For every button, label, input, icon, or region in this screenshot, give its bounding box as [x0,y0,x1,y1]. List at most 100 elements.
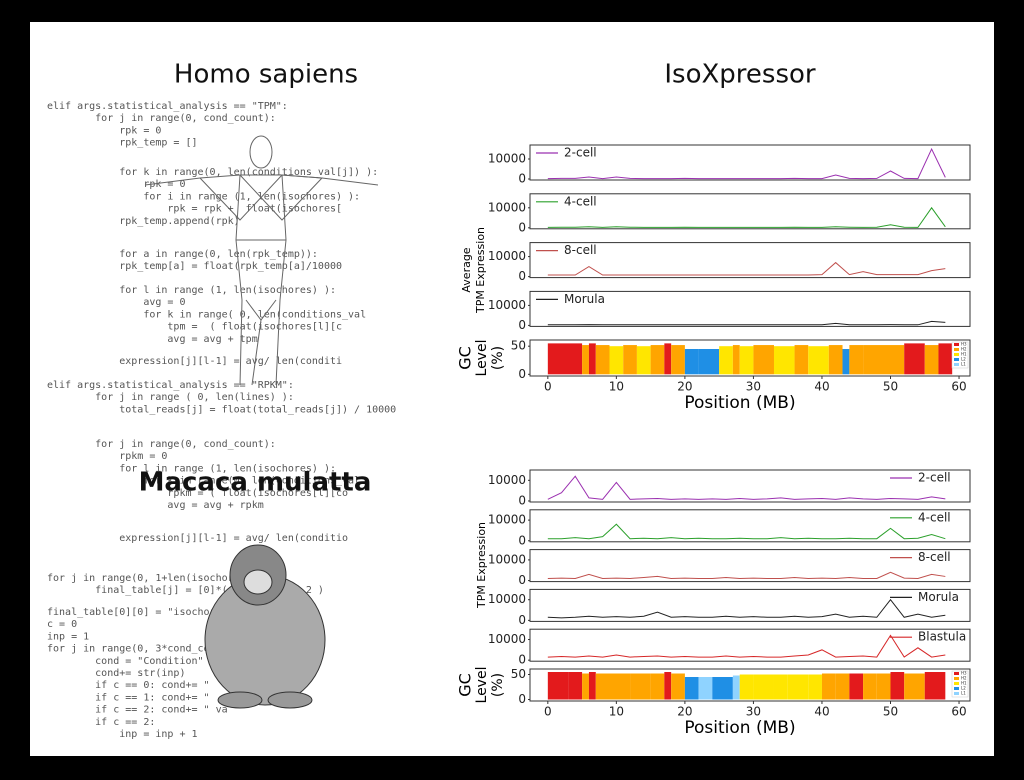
gc-bar [753,674,774,700]
legend-label: H3 [961,342,967,347]
code-line: avg = avg + rpkm [47,500,264,511]
y-tick-label: 0 [518,573,526,587]
code-line: total_reads[j] = float(total_reads[j]) /… [47,404,396,415]
gc-bar [547,672,569,700]
code-line: for j in range(0, cond_count): [47,113,276,124]
gc-bar [808,674,822,700]
gc-bar [719,346,733,375]
gc-bar [938,343,953,375]
gc-bar [650,673,665,700]
code-line: cond+= str(inp) [47,668,185,679]
y-axis-label: Level [474,340,490,377]
title-macaque: Macaca mulatta [139,468,372,498]
code-line: rpk = 0 [47,125,161,136]
code-line: rpkm = ( float(isochores[l][co [47,488,348,499]
code-line: if c == 0: cond+= " [47,680,210,691]
code-line: for i in range (1, len(isochores) ): [47,191,360,202]
code-line: for j in range ( 0, len(lines) ): [47,392,294,403]
code-line: for l in range (1, len(isochores) ): [47,463,336,474]
gc-bar [671,673,685,700]
legend-swatch [954,358,959,361]
code-line: final_table[j] = [0]*(cond_count + 2 ) [47,585,324,596]
x-tick-label: 40 [814,380,829,394]
legend-label: 8-cell [918,550,951,564]
code-line: rpk_temp.append(rpk) [47,216,240,227]
y-tick-label: 10000 [488,473,526,487]
legend-label: 2-cell [918,471,951,485]
code-line: elif args.statistical_analysis == "RPKM"… [47,380,294,391]
gc-bar [890,345,905,375]
gc-bar [595,673,610,700]
gc-bar [582,345,589,375]
legend-label: 8-cell [564,243,597,257]
y-tick-label: 10000 [488,249,526,263]
gc-bar [588,672,596,700]
code-line: for a in range(0, len(rpk_temp)): [47,249,318,260]
x-tick-label: 20 [677,705,692,719]
series-line [547,598,946,619]
code-line: avg = 0 [47,297,185,308]
gc-bar [547,343,583,375]
code-line: if c == 2: cond+= " va [47,705,228,716]
y-axis-label: GC [456,673,475,697]
subplot-frame [529,588,971,622]
gc-bar [623,345,637,375]
code-line: cond = "Condition" [47,656,204,667]
subplot-frame [529,549,971,583]
x-tick-label: 60 [951,705,966,719]
y-axis-label: TPM Expression [475,522,488,609]
subplot-frame [529,242,971,279]
y-axis-label: (%) [490,346,506,370]
legend-label: L1 [961,362,966,367]
gc-bar [904,673,925,700]
code-line: c = 0 [47,619,77,630]
gc-bar [794,345,809,375]
y-tick-label: 0 [518,269,526,283]
gc-bar [890,672,905,700]
gc-bar [609,673,631,700]
code-line: if c == 2: [47,717,155,728]
gc-bar [835,673,850,700]
gc-bar [739,346,754,375]
code-line: if c == 1: cond+= " [47,692,210,703]
legend-label: H2 [961,347,967,352]
gc-bar [739,674,754,700]
gc-bar [671,345,685,375]
gc-bar [568,672,583,700]
gc-bar [773,674,788,700]
gc-bar [684,349,699,375]
subplot-frame [529,469,971,503]
y-tick-label: 0 [518,367,526,381]
subplot-frame [529,290,971,327]
gc-bar [650,345,665,375]
code-line: rpkm = 0 [47,451,167,462]
human-figure [144,135,379,386]
gc-bar [664,343,672,375]
y-tick-label: 10000 [488,298,526,312]
gc-bar [595,345,610,375]
x-tick-label: 30 [746,380,761,394]
legend-label: H1 [961,681,967,686]
title-human: Homo sapiens [174,60,358,90]
code-line: expression[j][l-1] = avg/ len(conditio [47,533,348,544]
legend-label: L1 [961,691,966,696]
x-tick-label: 60 [951,380,966,394]
y-tick-label: 0 [518,692,526,706]
y-tick-label: 50 [511,339,526,353]
code-line: inp = inp + 1 [47,729,198,740]
legend-swatch [954,363,959,366]
legend-label: Blastula [918,630,966,644]
gc-bar [588,343,596,375]
code-line: inp = 1 [47,631,89,642]
legend-label: Morula [564,292,605,306]
gc-bar [732,345,740,375]
series-line [547,523,946,540]
legend-swatch [954,687,959,690]
y-tick-label: 10000 [488,152,526,166]
code-line: tpm = ( float(isochores[l][c [47,322,342,333]
y-tick-label: 10000 [488,632,526,646]
legend-swatch [954,677,959,680]
x-axis-label: Position (MB) [684,393,795,413]
series-line [547,261,946,276]
gc-bar [712,677,733,700]
